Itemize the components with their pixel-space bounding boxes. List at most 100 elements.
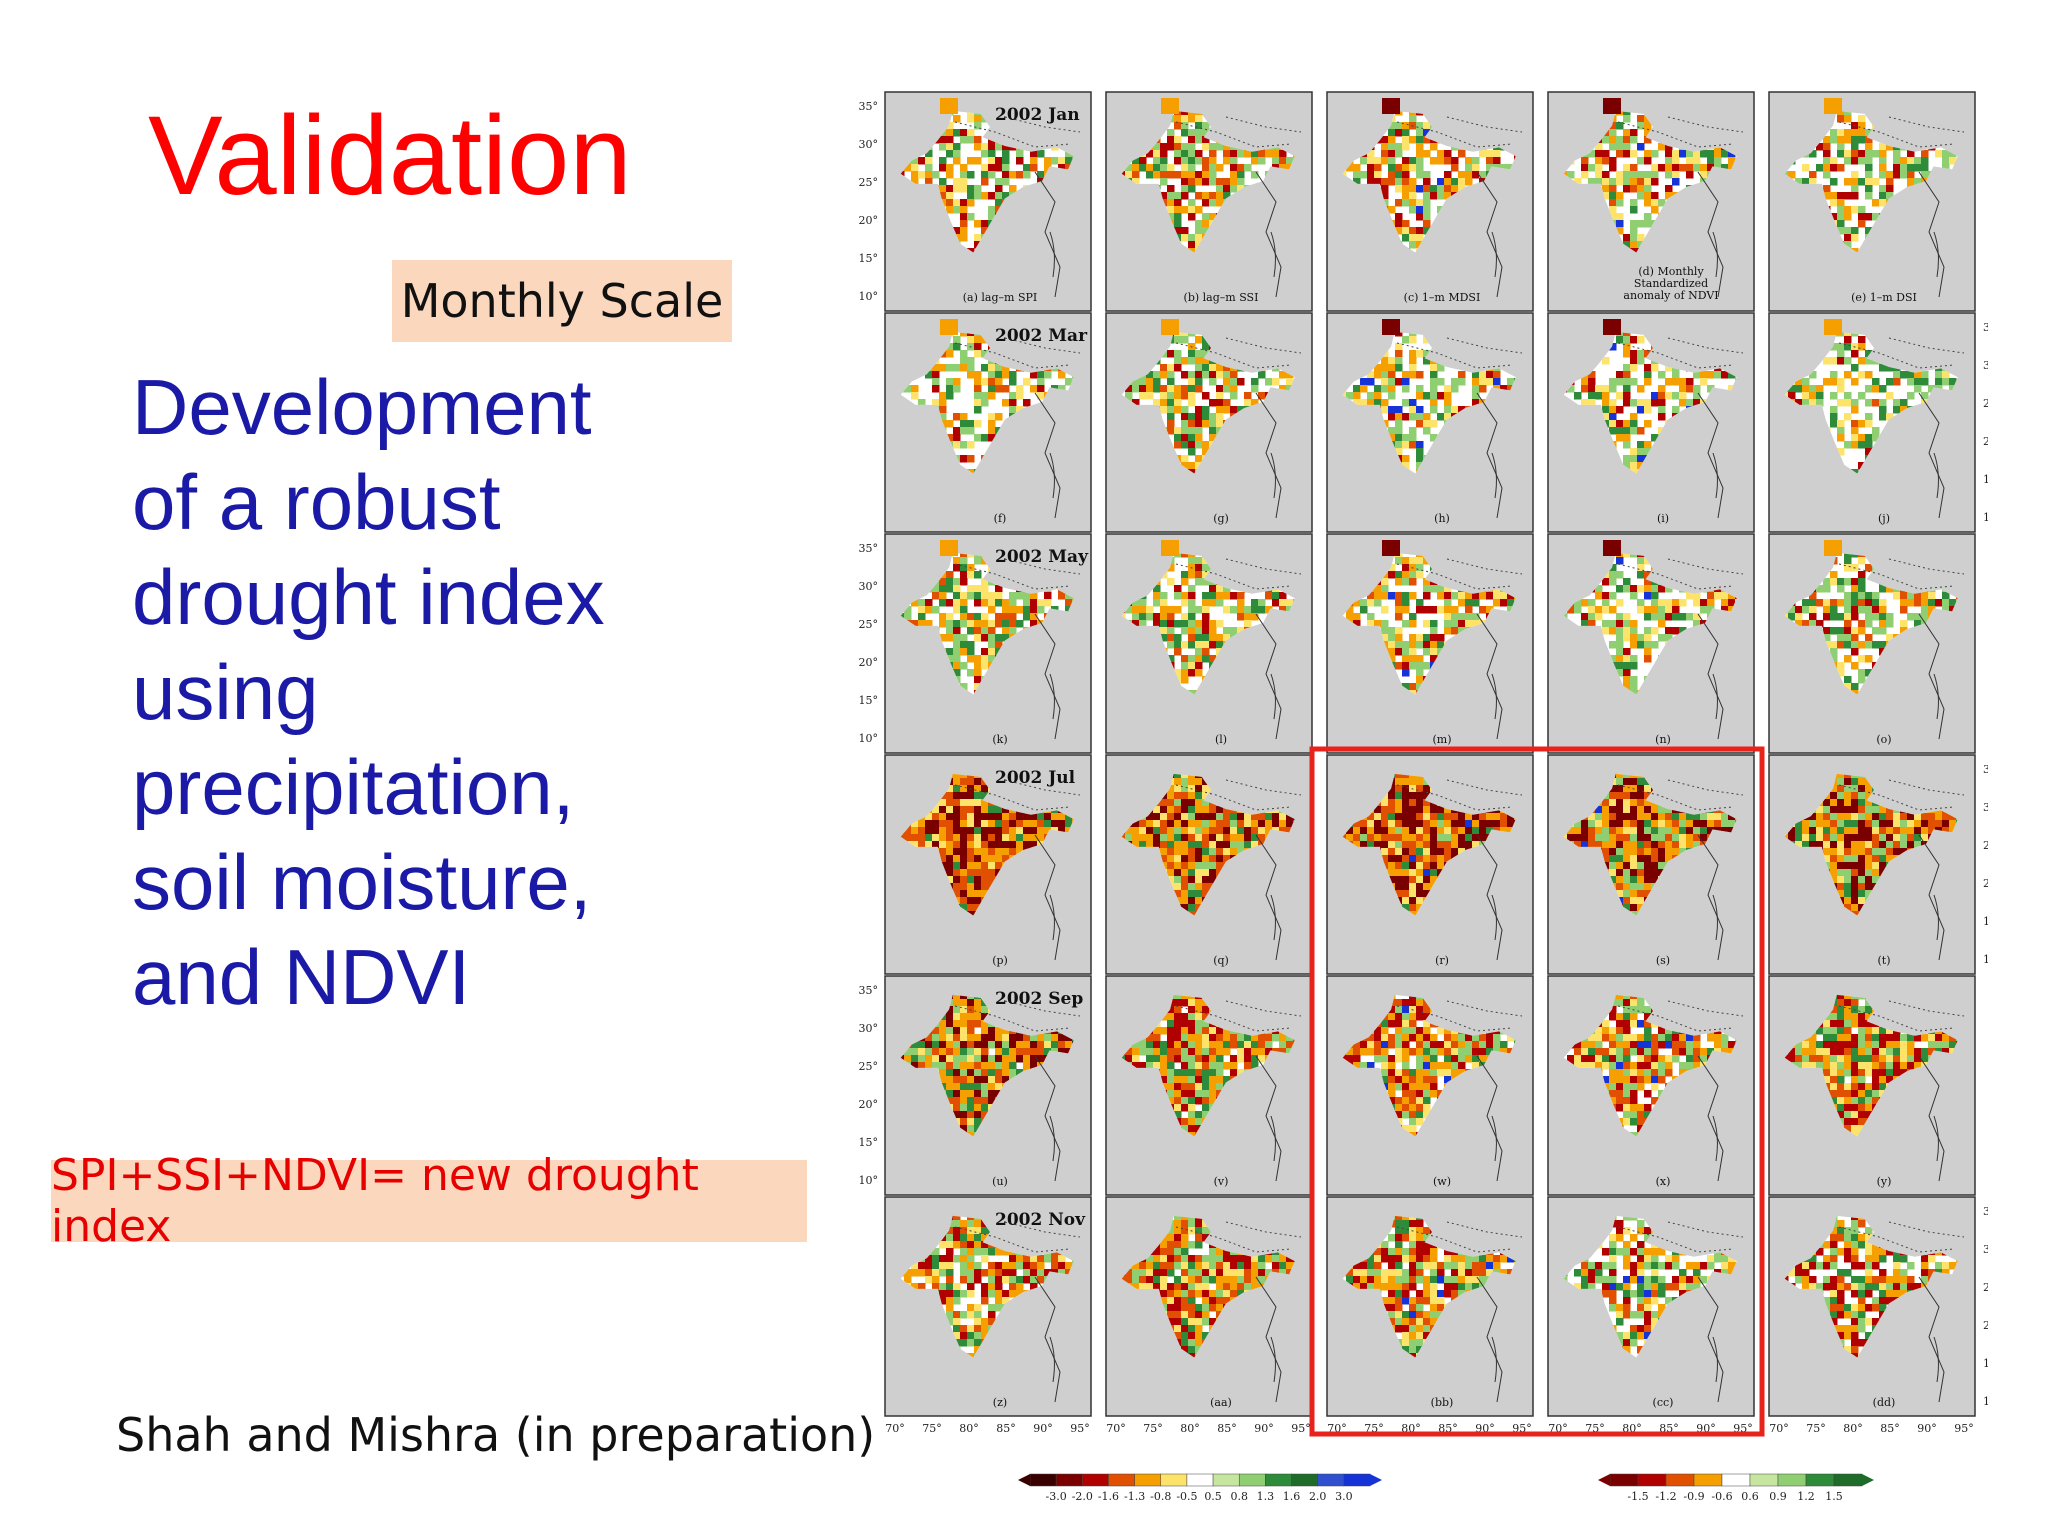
lat-tick-label: 30° bbox=[859, 138, 879, 151]
map-panel: (w) bbox=[1326, 975, 1534, 1196]
map-panel: (aa) bbox=[1105, 1196, 1313, 1417]
panel-label: (bb) bbox=[1431, 1396, 1454, 1409]
row-title: 2002 Mar bbox=[995, 326, 1088, 346]
lon-tick-label: 75° bbox=[1806, 1422, 1826, 1435]
lon-tick-label: 90° bbox=[1917, 1422, 1937, 1435]
lat-tick-label: 30° bbox=[859, 580, 879, 593]
lat-tick-label: 35° bbox=[1983, 321, 1988, 334]
development-line: drought index bbox=[132, 553, 605, 641]
colorbar-tick-label: 0.5 bbox=[1204, 1490, 1222, 1503]
panel-label: (o) bbox=[1876, 733, 1891, 746]
colorbar-tick-label: -1.3 bbox=[1124, 1490, 1145, 1503]
panel-label: (y) bbox=[1877, 1175, 1892, 1188]
lon-tick-label: 80° bbox=[1180, 1422, 1200, 1435]
map-panel: (q) bbox=[1105, 754, 1313, 975]
colorbar-left: -3.0 -2.0 -1.6 -1.3 -0.8 -0.5 0.5 0.8 1.3 1.6 2.0 3… bbox=[1018, 1473, 1382, 1503]
panel-label: (g) bbox=[1213, 512, 1229, 525]
panel-label: (i) bbox=[1657, 512, 1669, 525]
panel-label: (q) bbox=[1213, 954, 1229, 967]
colorbar-tick-label: -2.0 bbox=[1072, 1490, 1093, 1503]
lat-tick-label: 30° bbox=[1983, 801, 1988, 814]
highlight-box bbox=[1309, 746, 1765, 1437]
lat-tick-label: 35° bbox=[859, 542, 879, 555]
lat-tick-label: 25° bbox=[1983, 1281, 1988, 1294]
map-panel: (p) 2002 Jul bbox=[884, 754, 1092, 975]
lat-tick-label: 25° bbox=[1983, 397, 1988, 410]
map-panel: (a) lag–m SPI 2002 Jan bbox=[884, 91, 1092, 312]
row-title: 2002 Nov bbox=[995, 1210, 1086, 1230]
lat-tick-label: 20° bbox=[1983, 435, 1988, 448]
map-panel: (i) bbox=[1547, 312, 1755, 533]
map-panel: (h) bbox=[1326, 312, 1534, 533]
lon-tick-label: 95° bbox=[1070, 1422, 1090, 1435]
colorbar-tick-label: -0.5 bbox=[1176, 1490, 1197, 1503]
lat-tick-label: 20° bbox=[1983, 877, 1988, 890]
lon-tick-label: 95° bbox=[1291, 1422, 1311, 1435]
panel-label: (p) bbox=[992, 954, 1008, 967]
map-panel: (f) 2002 Mar bbox=[884, 312, 1092, 533]
map-panel: (b) lag–m SSI bbox=[1105, 91, 1313, 312]
colorbar-tick-label: -1.5 bbox=[1627, 1490, 1648, 1503]
lon-tick-label: 80° bbox=[1843, 1422, 1863, 1435]
panel-label: (h) bbox=[1434, 512, 1450, 525]
colorbar-tick-label: 1.5 bbox=[1825, 1490, 1843, 1503]
lon-tick-label: 70° bbox=[1106, 1422, 1126, 1435]
panel-label: (k) bbox=[992, 733, 1007, 746]
colorbar-tick-label: -3.0 bbox=[1046, 1490, 1067, 1503]
map-panel: (e) 1–m DSI bbox=[1768, 91, 1976, 312]
citation: Shah and Mishra (in preparation) bbox=[116, 1408, 876, 1462]
lat-tick-label: 20° bbox=[1983, 1319, 1988, 1332]
lon-tick-label: 75° bbox=[922, 1422, 942, 1435]
panel-label: (b) lag–m SSI bbox=[1184, 291, 1259, 304]
panel-label: (dd) bbox=[1873, 1396, 1896, 1409]
lat-tick-label: 15° bbox=[1983, 473, 1988, 486]
panel-label: (z) bbox=[993, 1396, 1007, 1409]
panel-label: (u) bbox=[992, 1175, 1008, 1188]
panel-label: (r) bbox=[1435, 954, 1449, 967]
lat-tick-label: 10° bbox=[1983, 511, 1988, 524]
lat-tick-label: 20° bbox=[859, 214, 879, 227]
map-panel: (g) bbox=[1105, 312, 1313, 533]
formula-badge: SPI+SSI+NDVI= new drought index bbox=[51, 1150, 807, 1252]
colorbar-tick-label: 1.3 bbox=[1257, 1490, 1275, 1503]
panel-label: (aa) bbox=[1210, 1396, 1232, 1409]
panel-label: (j) bbox=[1878, 512, 1890, 525]
lon-tick-label: 85° bbox=[996, 1422, 1016, 1435]
colorbar-tick-label: 0.8 bbox=[1230, 1490, 1248, 1503]
lat-tick-label: 10° bbox=[1983, 953, 1988, 966]
panel-label: (d) Monthly Standardized anomaly of NDVI bbox=[1623, 265, 1718, 302]
lat-tick-label: 35° bbox=[1983, 763, 1988, 776]
map-panel: (y) bbox=[1768, 975, 1976, 1196]
development-line: and NDVI bbox=[132, 933, 471, 1021]
development-description: Development of a robust drought index us… bbox=[132, 360, 692, 1025]
row-title: 2002 May bbox=[995, 547, 1089, 567]
lat-tick-label: 30° bbox=[859, 1022, 879, 1035]
map-panel: (r) bbox=[1326, 754, 1534, 975]
map-panel: (s) bbox=[1547, 754, 1755, 975]
colorbar-tick-label: 0.9 bbox=[1769, 1490, 1787, 1503]
lon-tick-label: 85° bbox=[1217, 1422, 1237, 1435]
map-panel: (t) bbox=[1768, 754, 1976, 975]
development-line: using bbox=[132, 648, 319, 736]
panel-label: (v) bbox=[1214, 1175, 1229, 1188]
row-title: 2002 Jan bbox=[995, 105, 1080, 125]
lat-tick-label: 15° bbox=[859, 252, 879, 265]
map-panel: (j) bbox=[1768, 312, 1976, 533]
panel-label: (x) bbox=[1656, 1175, 1671, 1188]
lon-tick-label: 70° bbox=[1769, 1422, 1789, 1435]
lat-tick-label: 10° bbox=[859, 290, 879, 303]
lon-tick-label: 95° bbox=[1954, 1422, 1974, 1435]
colorbar-tick-label: -0.8 bbox=[1150, 1490, 1171, 1503]
panel-label: (t) bbox=[1877, 954, 1890, 967]
panel-label: (w) bbox=[1433, 1175, 1451, 1188]
lat-tick-label: 15° bbox=[859, 1136, 879, 1149]
panel-label: (s) bbox=[1656, 954, 1670, 967]
colorbar-tick-label: -0.9 bbox=[1683, 1490, 1704, 1503]
colorbar-tick-label: 1.6 bbox=[1283, 1490, 1301, 1503]
colorbar-right: -1.5 -1.2 -0.9 -0.6 0.6 0.9 1.2 1.5 bbox=[1598, 1473, 1874, 1503]
lon-tick-label: 75° bbox=[1143, 1422, 1163, 1435]
colorbar-tick-label: -0.6 bbox=[1711, 1490, 1732, 1503]
map-panel: (m) bbox=[1326, 533, 1534, 754]
colorbar-tick-label: 1.2 bbox=[1797, 1490, 1815, 1503]
row-title: 2002 Sep bbox=[995, 989, 1083, 1009]
